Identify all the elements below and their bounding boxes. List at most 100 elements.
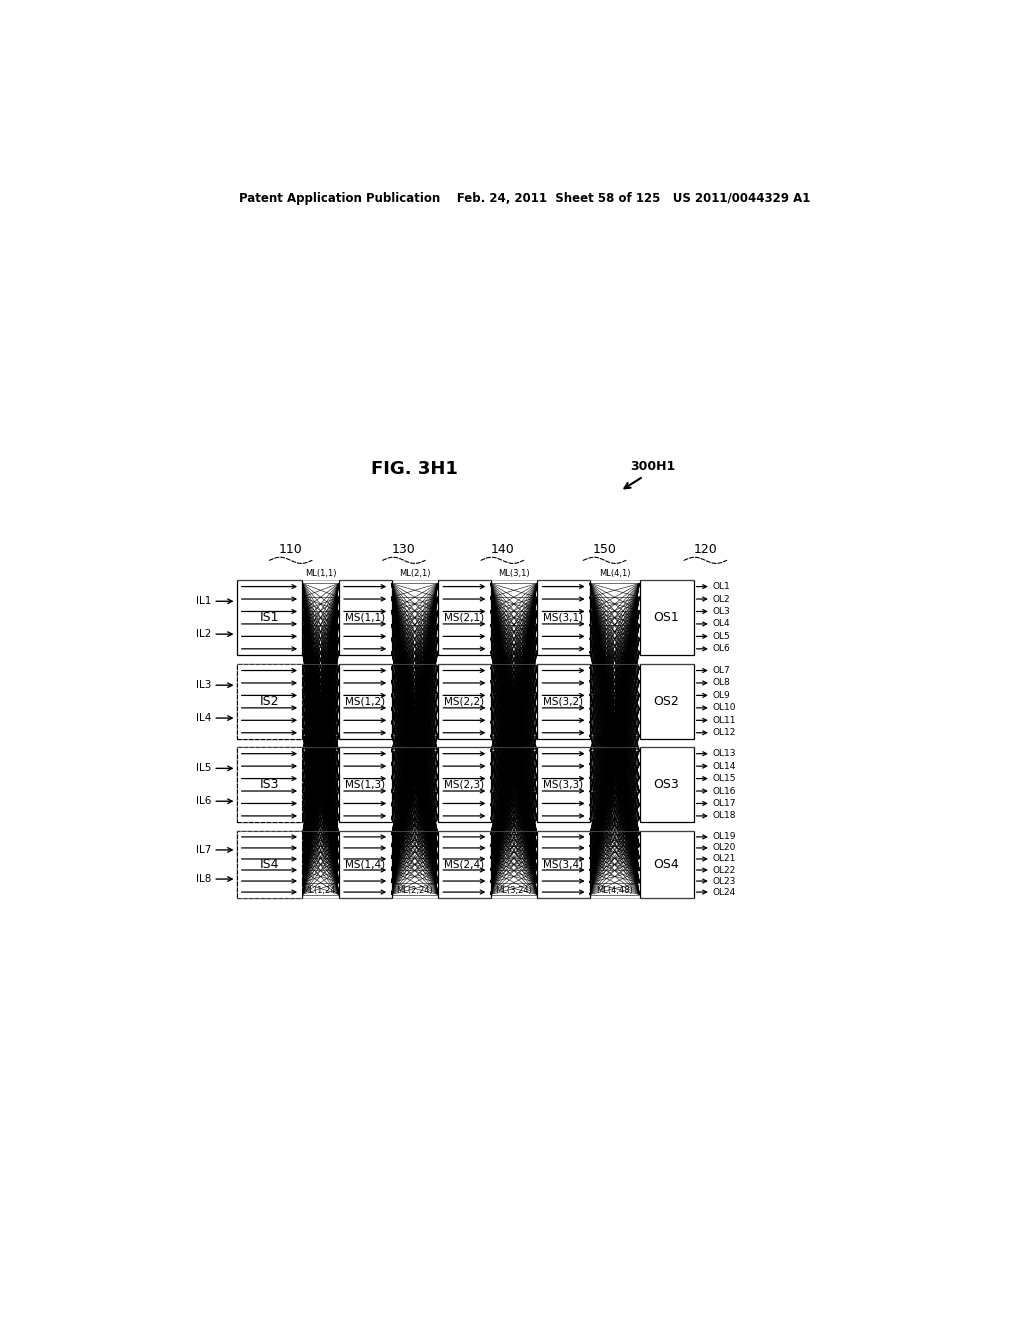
Text: OL2: OL2: [713, 594, 730, 603]
Text: OL13: OL13: [713, 750, 736, 758]
Bar: [438, 581, 490, 655]
Text: OL24: OL24: [713, 887, 735, 896]
Text: OS4: OS4: [653, 858, 680, 871]
Text: MS(3,2): MS(3,2): [544, 697, 584, 706]
Text: IS4: IS4: [260, 858, 280, 871]
Text: MS(3,3): MS(3,3): [544, 780, 584, 789]
Text: OL4: OL4: [713, 619, 730, 628]
Bar: [237, 664, 302, 739]
Text: IS2: IS2: [260, 696, 280, 708]
Text: OL9: OL9: [713, 690, 730, 700]
Text: MS(2,4): MS(2,4): [444, 859, 484, 870]
Bar: [339, 832, 391, 898]
Bar: [538, 747, 590, 822]
Text: 110: 110: [279, 543, 303, 556]
Text: IS1: IS1: [260, 611, 280, 624]
Bar: [237, 581, 302, 655]
Bar: [339, 581, 391, 655]
Text: OL1: OL1: [713, 582, 730, 591]
Text: IL7: IL7: [196, 845, 211, 855]
Bar: [538, 664, 590, 739]
Text: MS(1,2): MS(1,2): [345, 697, 385, 706]
Text: OL15: OL15: [713, 774, 736, 783]
Bar: [237, 664, 302, 739]
Text: ML(2,6): ML(2,6): [399, 653, 430, 663]
Text: OL8: OL8: [713, 678, 730, 688]
Text: OS2: OS2: [653, 696, 680, 708]
Text: IL3: IL3: [196, 680, 211, 690]
Bar: [538, 581, 590, 655]
Text: IL5: IL5: [196, 763, 211, 774]
Text: ML(1,6): ML(1,6): [305, 653, 337, 663]
Text: Patent Application Publication    Feb. 24, 2011  Sheet 58 of 125   US 2011/00443: Patent Application Publication Feb. 24, …: [240, 191, 810, 205]
Bar: [438, 664, 490, 739]
Bar: [237, 747, 302, 822]
Text: MS(1,3): MS(1,3): [345, 780, 385, 789]
Text: 120: 120: [693, 543, 717, 556]
Text: ML(2,12): ML(2,12): [396, 737, 433, 744]
Bar: [640, 581, 693, 655]
Text: ML(1,12): ML(1,12): [302, 737, 339, 744]
Text: OL6: OL6: [713, 644, 730, 653]
Bar: [438, 747, 490, 822]
Text: FIG. 3H1: FIG. 3H1: [372, 461, 458, 478]
Text: OL5: OL5: [713, 632, 730, 642]
Text: OS1: OS1: [653, 611, 680, 624]
Text: 130: 130: [392, 543, 416, 556]
Text: ML(3,6): ML(3,6): [498, 653, 529, 663]
Text: ML(3,24): ML(3,24): [496, 886, 532, 895]
Text: OL17: OL17: [713, 799, 736, 808]
Text: IL2: IL2: [196, 630, 211, 639]
Text: ML(4,48): ML(4,48): [596, 886, 633, 895]
Text: ML(1,24): ML(1,24): [302, 886, 339, 895]
Text: IL1: IL1: [196, 597, 211, 606]
Text: ML(4,36): ML(4,36): [596, 820, 633, 829]
Bar: [640, 747, 693, 822]
Text: MS(1,1): MS(1,1): [345, 612, 385, 623]
Text: OL20: OL20: [713, 843, 735, 853]
Text: OL11: OL11: [713, 715, 736, 725]
Text: MS(2,3): MS(2,3): [444, 780, 484, 789]
Text: OL7: OL7: [713, 667, 730, 675]
Text: MS(1,4): MS(1,4): [345, 859, 385, 870]
Text: OL19: OL19: [713, 833, 736, 841]
Text: ML(4,12): ML(4,12): [596, 653, 633, 663]
Text: ML(2,18): ML(2,18): [396, 820, 433, 829]
Text: IL6: IL6: [196, 796, 211, 807]
Text: IL4: IL4: [196, 713, 211, 723]
Text: 150: 150: [593, 543, 616, 556]
Text: OL23: OL23: [713, 876, 735, 886]
Text: OL3: OL3: [713, 607, 730, 616]
Text: OL22: OL22: [713, 866, 735, 875]
Text: MS(3,1): MS(3,1): [544, 612, 584, 623]
Text: OL12: OL12: [713, 729, 735, 738]
Bar: [237, 832, 302, 898]
Text: OL16: OL16: [713, 787, 736, 796]
Text: ML(1,1): ML(1,1): [305, 569, 336, 578]
Text: MS(2,1): MS(2,1): [444, 612, 484, 623]
Bar: [339, 664, 391, 739]
Bar: [237, 832, 302, 898]
Text: OL21: OL21: [713, 854, 735, 863]
Bar: [339, 747, 391, 822]
Text: ML(3,18): ML(3,18): [496, 820, 532, 829]
Text: ML(2,1): ML(2,1): [399, 569, 430, 578]
Text: OL10: OL10: [713, 704, 736, 713]
Text: ML(3,12): ML(3,12): [496, 737, 532, 744]
Text: 140: 140: [490, 543, 514, 556]
Text: OL14: OL14: [713, 762, 735, 771]
Bar: [538, 832, 590, 898]
Text: ML(4,1): ML(4,1): [599, 569, 631, 578]
Text: OS3: OS3: [653, 779, 680, 791]
Text: ML(2,24): ML(2,24): [396, 886, 433, 895]
Text: 300H1: 300H1: [630, 459, 676, 473]
Text: IS3: IS3: [260, 779, 280, 791]
Text: ML(1,18): ML(1,18): [302, 820, 339, 829]
Text: ML(4,24): ML(4,24): [596, 737, 633, 744]
Bar: [640, 832, 693, 898]
Text: IL8: IL8: [196, 874, 211, 884]
Text: OL18: OL18: [713, 812, 736, 821]
Text: MS(2,2): MS(2,2): [444, 697, 484, 706]
Bar: [237, 747, 302, 822]
Text: ML(3,1): ML(3,1): [498, 569, 529, 578]
